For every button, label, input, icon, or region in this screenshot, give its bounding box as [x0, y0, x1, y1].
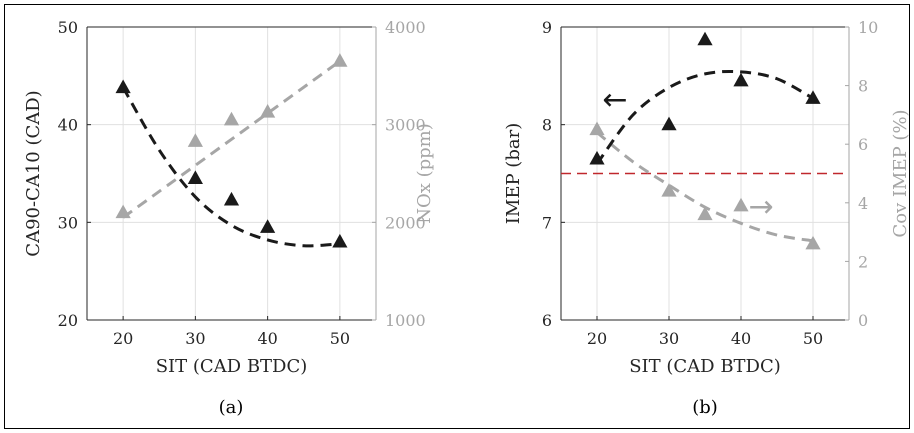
- x-tick-label: 20: [587, 329, 607, 348]
- y-left-tick-label: 7: [542, 213, 552, 232]
- series-0-point: [733, 72, 749, 87]
- y-left-tick-label: 20: [58, 311, 78, 330]
- series-0-fit-line: [595, 70, 814, 165]
- annotation-arrow: ←: [602, 82, 627, 117]
- series-0-point: [115, 79, 131, 94]
- series-0-point: [697, 31, 713, 46]
- annotation-arrow: →: [749, 190, 774, 225]
- x-tick-label: 20: [113, 329, 133, 348]
- x-tick-label: 30: [185, 329, 205, 348]
- x-tick-label: 50: [803, 329, 823, 348]
- y-right-tick-label: 1000: [385, 311, 426, 330]
- series-0-point: [332, 233, 348, 248]
- y-left-axis-title: IMEP (bar): [503, 123, 524, 224]
- y-right-tick-label: 2: [858, 252, 868, 271]
- y-right-tick-label: 3000: [385, 116, 426, 135]
- figure-frame: [4, 4, 910, 429]
- y-left-axis-title: CA90-CA10 (CAD): [23, 90, 44, 256]
- series-1-point: [260, 103, 276, 118]
- series-1-point: [661, 183, 677, 197]
- series-1-fit-line: [596, 131, 814, 243]
- series-0-point: [187, 170, 203, 184]
- x-axis-title: SIT (CAD BTDC): [156, 356, 308, 377]
- x-tick-label: 40: [257, 329, 277, 348]
- y-right-tick-label: 4000: [385, 18, 426, 37]
- y-right-tick-label: 4: [858, 194, 868, 213]
- y-right-tick-label: 2000: [385, 213, 426, 232]
- series-1-fit-line: [122, 59, 341, 219]
- series-0-fit-line: [121, 86, 340, 248]
- series-1-point: [332, 53, 348, 67]
- x-tick-label: 40: [731, 329, 751, 348]
- panel-label: (b): [692, 397, 718, 418]
- series-0-point: [661, 116, 677, 131]
- y-left-tick-label: 9: [542, 18, 552, 37]
- x-tick-label: 50: [330, 329, 350, 348]
- y-right-tick-label: 8: [858, 77, 868, 96]
- series-1-point: [589, 121, 605, 136]
- y-right-tick-label: 10: [858, 18, 878, 37]
- y-right-axis-title: Cov IMEP (%): [890, 109, 911, 237]
- series-1-point: [805, 235, 821, 250]
- y-right-tick-label: 6: [858, 135, 868, 154]
- y-left-tick-label: 8: [542, 116, 552, 135]
- series-1-point: [187, 133, 203, 147]
- series-1-point: [733, 197, 749, 212]
- panel-a: 20 30 40 50 20 30 40 50 1000 2000 3000 4000 SIT (CAD…: [23, 18, 435, 418]
- y-right-axis-title: NOx (ppm): [414, 123, 435, 224]
- y-left-tick-label: 40: [58, 116, 78, 135]
- series-0-point: [589, 150, 605, 165]
- series-0-point: [223, 191, 240, 206]
- y-left-tick-label: 30: [58, 213, 78, 232]
- y-left-tick-label: 6: [542, 311, 552, 330]
- y-left-tick-label: 50: [58, 18, 78, 37]
- series-1-point: [115, 204, 131, 219]
- panel-label: (a): [219, 397, 244, 418]
- series-0-point: [260, 219, 276, 233]
- series-1-point: [697, 206, 713, 221]
- series-1-point: [223, 111, 240, 126]
- y-right-tick-label: 0: [858, 311, 868, 330]
- x-tick-label: 30: [659, 329, 679, 348]
- series-0-point: [805, 90, 821, 104]
- panel-b: 20 30 40 50 6 7 8 9 0 2 4 6 8 10 SIT (CAD BTDC) IMEP (b…: [503, 18, 911, 418]
- x-axis-title: SIT (CAD BTDC): [629, 356, 781, 377]
